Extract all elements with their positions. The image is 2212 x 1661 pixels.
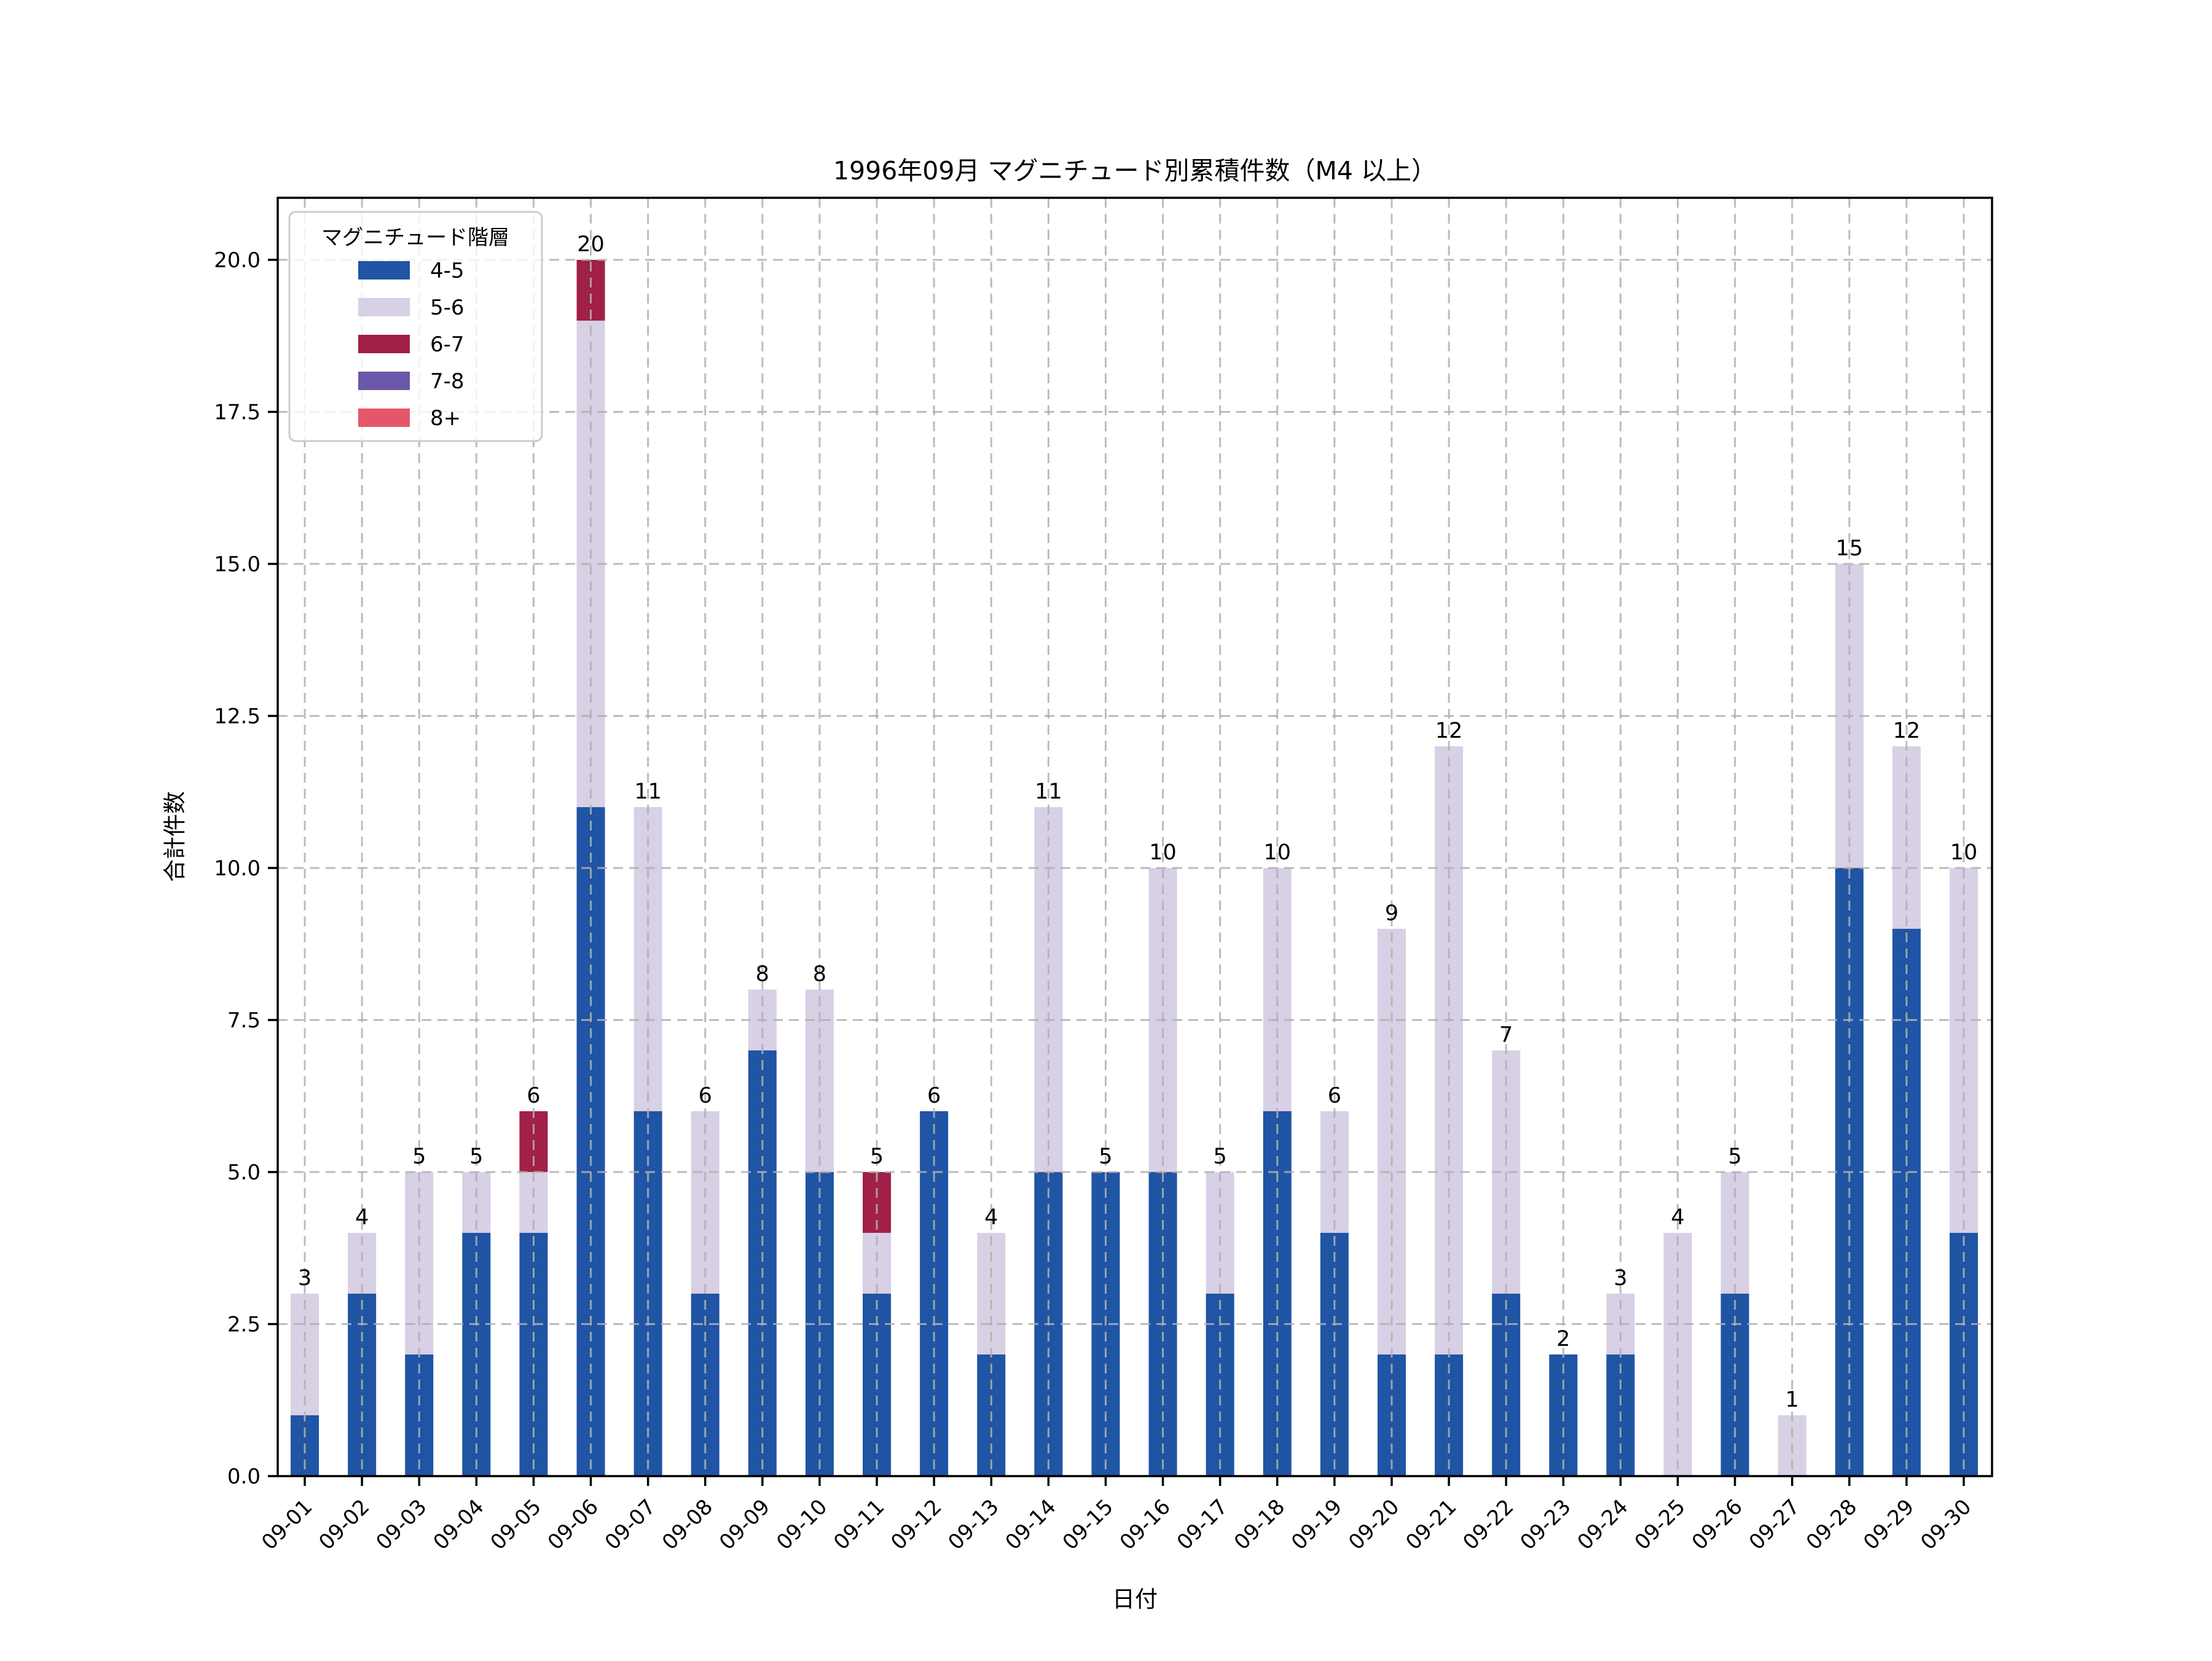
bar-total-label: 15 xyxy=(1836,536,1864,561)
y-axis-title: 合計件数 xyxy=(162,791,188,882)
x-axis-title: 日付 xyxy=(1112,1586,1158,1612)
legend-label-4-5: 4-5 xyxy=(430,259,465,283)
x-tick-label: 09-13 xyxy=(943,1495,1003,1555)
x-tick-label: 09-06 xyxy=(543,1495,603,1555)
bar-total-label: 8 xyxy=(756,962,769,987)
y-tick-label: 10.0 xyxy=(214,856,261,881)
x-tick-label: 09-02 xyxy=(314,1495,374,1555)
bar-total-label: 6 xyxy=(527,1084,540,1108)
bar-total-label: 2 xyxy=(1556,1327,1570,1351)
x-tick-label: 09-30 xyxy=(1916,1495,1976,1555)
bar-total-label: 3 xyxy=(298,1266,312,1291)
x-tick-label: 09-24 xyxy=(1573,1495,1633,1555)
bar-total-label: 20 xyxy=(577,232,605,257)
x-tick-label: 09-04 xyxy=(429,1495,489,1555)
legend-title: マグニチュード階層 xyxy=(321,225,509,250)
bar-segment-4-5-09-29 xyxy=(1892,928,1921,1476)
bar-total-label: 7 xyxy=(1499,1023,1513,1047)
x-tick-label: 09-10 xyxy=(772,1495,832,1555)
legend-label-8+: 8+ xyxy=(430,406,461,431)
bar-total-label: 5 xyxy=(412,1144,426,1169)
bar-total-label: 6 xyxy=(1328,1084,1341,1108)
bar-total-label: 10 xyxy=(1950,840,1978,865)
bar-total-label: 5 xyxy=(1214,1144,1227,1169)
legend-label-6-7: 6-7 xyxy=(430,332,465,357)
bar-total-label: 11 xyxy=(634,780,662,804)
legend-swatch-6-7 xyxy=(358,335,410,353)
bar-total-label: 10 xyxy=(1263,840,1291,865)
x-tick-label: 09-17 xyxy=(1172,1495,1233,1555)
bar-total-label: 12 xyxy=(1893,719,1921,743)
y-tick-label: 17.5 xyxy=(214,400,261,424)
bar-total-label: 6 xyxy=(927,1084,941,1108)
x-tick-label: 09-23 xyxy=(1515,1495,1575,1555)
y-tick-label: 7.5 xyxy=(227,1008,261,1033)
legend-box xyxy=(288,211,543,442)
x-tick-label: 09-18 xyxy=(1230,1495,1290,1555)
legend: マグニチュード階層 4-5 5-6 6-7 7-8 8+ xyxy=(288,211,543,442)
legend-swatch-4-5 xyxy=(358,261,410,279)
bar-total-label: 8 xyxy=(813,962,826,987)
y-axis: 0.0 2.5 5.0 7.5 10.0 12.5 15.0 17.5 20.0 xyxy=(214,248,278,1489)
chart-title: 1996年09月 マグニチュード別累積件数（M4 以上） xyxy=(833,156,1437,186)
x-tick-label: 09-26 xyxy=(1687,1495,1747,1555)
x-tick-label: 09-09 xyxy=(715,1495,775,1555)
x-tick-label: 09-12 xyxy=(886,1495,946,1555)
y-tick-label: 5.0 xyxy=(227,1160,261,1185)
x-tick-label: 09-19 xyxy=(1287,1495,1347,1555)
x-tick-label: 09-27 xyxy=(1744,1495,1805,1555)
x-tick-label: 09-22 xyxy=(1458,1495,1518,1555)
x-tick-label: 09-29 xyxy=(1859,1495,1919,1555)
y-tick-label: 2.5 xyxy=(227,1312,261,1337)
x-tick-label: 09-11 xyxy=(829,1495,889,1555)
y-tick-label: 12.5 xyxy=(214,704,261,729)
bar-segment-5-6-09-08 xyxy=(691,1111,720,1294)
y-tick-label: 20.0 xyxy=(214,248,261,273)
x-tick-label: 09-25 xyxy=(1630,1495,1690,1555)
x-tick-label: 09-20 xyxy=(1344,1495,1404,1555)
legend-label-7-8: 7-8 xyxy=(430,369,465,394)
bar-total-label: 4 xyxy=(984,1205,998,1230)
legend-rows: 4-5 5-6 6-7 7-8 8+ xyxy=(358,259,465,431)
legend-label-5-6: 5-6 xyxy=(430,295,465,320)
bar-total-label: 5 xyxy=(1728,1144,1741,1169)
bar-total-label: 12 xyxy=(1435,719,1463,743)
legend-swatch-8+ xyxy=(358,408,410,427)
x-axis: 09-0109-0209-0309-0409-0509-0609-0709-08… xyxy=(257,1476,1976,1555)
bar-total-label: 10 xyxy=(1149,840,1177,865)
bar-total-label: 6 xyxy=(699,1084,712,1108)
y-tick-label: 0.0 xyxy=(227,1464,261,1489)
bar-total-label: 5 xyxy=(469,1144,483,1169)
bar-total-label: 1 xyxy=(1786,1388,1799,1412)
plot-border xyxy=(276,197,1993,1477)
legend-swatch-5-6 xyxy=(358,298,410,316)
bar-total-label: 5 xyxy=(870,1144,884,1169)
bar-total-label: 4 xyxy=(355,1205,369,1230)
x-tick-label: 09-16 xyxy=(1115,1495,1175,1555)
bar-total-label: 9 xyxy=(1385,901,1398,926)
x-tick-label: 09-03 xyxy=(371,1495,431,1555)
x-tick-label: 09-07 xyxy=(600,1495,661,1555)
bar-total-label: 4 xyxy=(1671,1205,1684,1230)
x-tick-label: 09-08 xyxy=(657,1495,718,1555)
x-tick-label: 09-15 xyxy=(1058,1495,1118,1555)
legend-swatch-7-8 xyxy=(358,372,410,390)
bar-total-label: 11 xyxy=(1035,780,1062,804)
y-tick-label: 15.0 xyxy=(214,552,261,577)
x-tick-label: 09-05 xyxy=(486,1495,546,1555)
x-tick-label: 09-01 xyxy=(257,1495,317,1555)
x-tick-label: 09-28 xyxy=(1802,1495,1862,1555)
x-tick-label: 09-21 xyxy=(1401,1495,1461,1555)
x-tick-label: 09-14 xyxy=(1001,1495,1061,1555)
bar-total-label: 3 xyxy=(1614,1266,1627,1291)
bar-total-label: 5 xyxy=(1099,1144,1112,1169)
bar-segment-5-6-09-03 xyxy=(405,1171,434,1354)
